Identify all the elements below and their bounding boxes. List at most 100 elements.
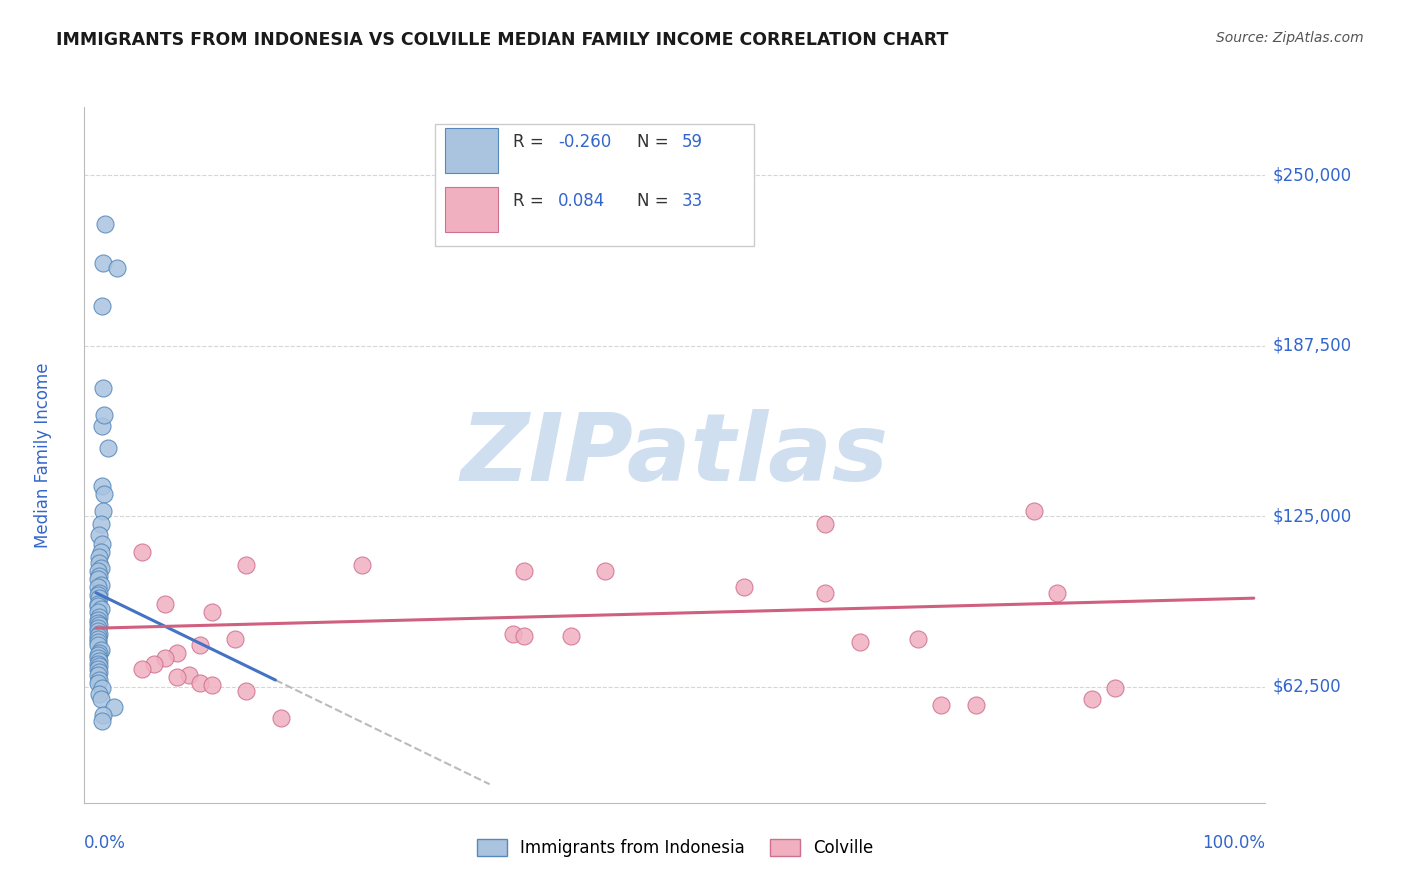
- Point: [1022, 504, 1045, 518]
- Point: [595, 564, 617, 578]
- Point: [89, 654, 111, 668]
- Point: [131, 545, 153, 559]
- Text: R =: R =: [513, 133, 550, 151]
- Point: [89, 673, 111, 687]
- Point: [89, 556, 111, 570]
- Point: [90, 561, 112, 575]
- Point: [87, 648, 110, 663]
- Point: [201, 678, 224, 692]
- Point: [89, 665, 111, 679]
- Point: [89, 550, 111, 565]
- Point: [87, 662, 110, 676]
- Point: [87, 635, 110, 649]
- Point: [93, 487, 115, 501]
- Point: [87, 621, 110, 635]
- Point: [1080, 692, 1102, 706]
- Point: [87, 572, 110, 586]
- Point: [91, 255, 114, 269]
- Text: R =: R =: [513, 192, 554, 210]
- Point: [96, 441, 118, 455]
- Text: N =: N =: [637, 133, 673, 151]
- Point: [89, 646, 111, 660]
- Point: [90, 577, 112, 591]
- Point: [224, 632, 246, 646]
- Text: 33: 33: [682, 192, 703, 210]
- Point: [90, 419, 112, 434]
- Point: [90, 681, 112, 696]
- Point: [89, 528, 111, 542]
- Point: [87, 632, 110, 646]
- Point: [87, 657, 110, 671]
- Point: [103, 700, 125, 714]
- Point: [849, 635, 872, 649]
- Point: [814, 517, 837, 532]
- Text: $62,500: $62,500: [1272, 678, 1341, 696]
- Text: 0.084: 0.084: [558, 192, 605, 210]
- Point: [188, 675, 211, 690]
- Text: Median Family Income: Median Family Income: [34, 362, 52, 548]
- Point: [89, 610, 111, 624]
- Point: [929, 698, 952, 712]
- Point: [89, 591, 111, 606]
- Point: [89, 659, 111, 673]
- Point: [87, 605, 110, 619]
- Text: $125,000: $125,000: [1272, 508, 1351, 525]
- Point: [87, 651, 110, 665]
- Point: [87, 638, 110, 652]
- Point: [90, 479, 112, 493]
- Point: [89, 687, 111, 701]
- Point: [1104, 681, 1126, 696]
- Point: [90, 299, 112, 313]
- Point: [513, 629, 536, 643]
- Point: [502, 626, 524, 640]
- Point: [155, 597, 177, 611]
- Text: 0.0%: 0.0%: [84, 834, 127, 852]
- Point: [131, 662, 153, 676]
- Point: [91, 504, 114, 518]
- Text: $250,000: $250,000: [1272, 166, 1351, 185]
- Text: IMMIGRANTS FROM INDONESIA VS COLVILLE MEDIAN FAMILY INCOME CORRELATION CHART: IMMIGRANTS FROM INDONESIA VS COLVILLE ME…: [56, 31, 949, 49]
- Text: -0.260: -0.260: [558, 133, 612, 151]
- Point: [105, 260, 128, 275]
- FancyBboxPatch shape: [444, 187, 498, 232]
- Point: [270, 711, 292, 725]
- Point: [89, 585, 111, 599]
- Point: [90, 714, 112, 728]
- Point: [560, 629, 582, 643]
- Point: [91, 708, 114, 723]
- Point: [733, 580, 755, 594]
- Point: [89, 618, 111, 632]
- Point: [166, 670, 188, 684]
- Point: [155, 651, 177, 665]
- Point: [90, 643, 112, 657]
- FancyBboxPatch shape: [434, 124, 754, 246]
- Point: [94, 218, 117, 232]
- Point: [87, 564, 110, 578]
- Point: [201, 605, 224, 619]
- Point: [91, 381, 114, 395]
- Point: [89, 626, 111, 640]
- Point: [235, 558, 257, 573]
- Point: [87, 580, 110, 594]
- Point: [814, 585, 837, 599]
- Point: [188, 638, 211, 652]
- Point: [142, 657, 165, 671]
- Point: [1046, 585, 1069, 599]
- Point: [87, 599, 110, 614]
- Point: [90, 692, 112, 706]
- Point: [166, 646, 188, 660]
- Point: [87, 675, 110, 690]
- Point: [87, 624, 110, 638]
- Point: [87, 629, 110, 643]
- Point: [90, 602, 112, 616]
- Point: [513, 564, 536, 578]
- Point: [87, 667, 110, 681]
- Text: ZIPatlas: ZIPatlas: [461, 409, 889, 501]
- Point: [352, 558, 374, 573]
- Point: [87, 597, 110, 611]
- Text: $187,500: $187,500: [1272, 337, 1351, 355]
- Point: [93, 409, 115, 423]
- Text: 59: 59: [682, 133, 703, 151]
- Point: [89, 569, 111, 583]
- Point: [90, 545, 112, 559]
